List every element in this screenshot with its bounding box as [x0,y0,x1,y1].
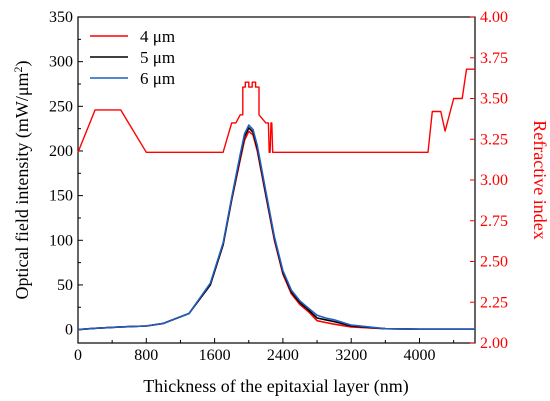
x-tick-label: 1600 [199,347,231,364]
left-y-tick-label: 50 [57,277,73,294]
series-line-4 [77,68,475,154]
x-axis-title: Thickness of the epitaxial layer (nm) [143,376,408,397]
left-y-tick-label: 200 [49,143,73,160]
x-tick-label: 4000 [404,347,436,364]
series-line-3 [77,124,475,331]
right-y-tick-label: 2.00 [480,335,508,352]
left-y-axis-title: Optical field intensity (mW/μm2) [11,60,33,299]
x-axis-ticks: 0 800 1600 2400 3200 4000 [74,338,455,364]
x-tick-label: 3200 [335,347,367,364]
left-y-axis-title-close: ) [12,60,33,66]
x-tick-label: 800 [134,347,158,364]
series-layer [77,68,475,331]
right-y-axis-ticks: 2.00 2.25 2.50 2.75 3.00 3.25 3.50 3.75 4.00 [470,9,508,352]
plot-frame [77,16,476,344]
series-line-1 [77,130,475,331]
legend-label-1: 4 μm [140,27,175,46]
legend: 4 μm 5 μm 6 μm [90,27,175,88]
right-y-tick-label: 3.75 [480,50,508,67]
legend-label-2: 5 μm [140,48,175,67]
right-y-tick-label: 4.00 [480,9,508,26]
x-tick-label: 0 [74,347,82,364]
right-y-tick-label: 2.25 [480,294,508,311]
left-y-axis-ticks: 0 50 100 150 200 250 300 350 [49,9,83,339]
right-y-tick-label: 3.50 [480,91,508,108]
left-y-axis-title-sup: 2 [11,66,25,72]
right-y-tick-label: 2.50 [480,254,508,271]
right-y-tick-label: 3.00 [480,172,508,189]
series-line-2 [77,127,475,331]
left-y-tick-label: 350 [49,9,73,26]
legend-label-3: 6 μm [140,69,175,88]
left-y-axis-title-text: Optical field intensity (mW/μm [12,72,33,299]
right-y-tick-label: 2.75 [480,213,508,230]
left-y-tick-label: 300 [49,54,73,71]
right-y-tick-label: 3.25 [480,131,508,148]
left-y-tick-label: 0 [65,322,73,339]
right-y-axis-title: Refractive index [530,120,550,239]
left-y-tick-label: 150 [49,188,73,205]
left-y-tick-label: 100 [49,232,73,249]
left-y-tick-label: 250 [49,98,73,115]
x-tick-label: 2400 [267,347,299,364]
